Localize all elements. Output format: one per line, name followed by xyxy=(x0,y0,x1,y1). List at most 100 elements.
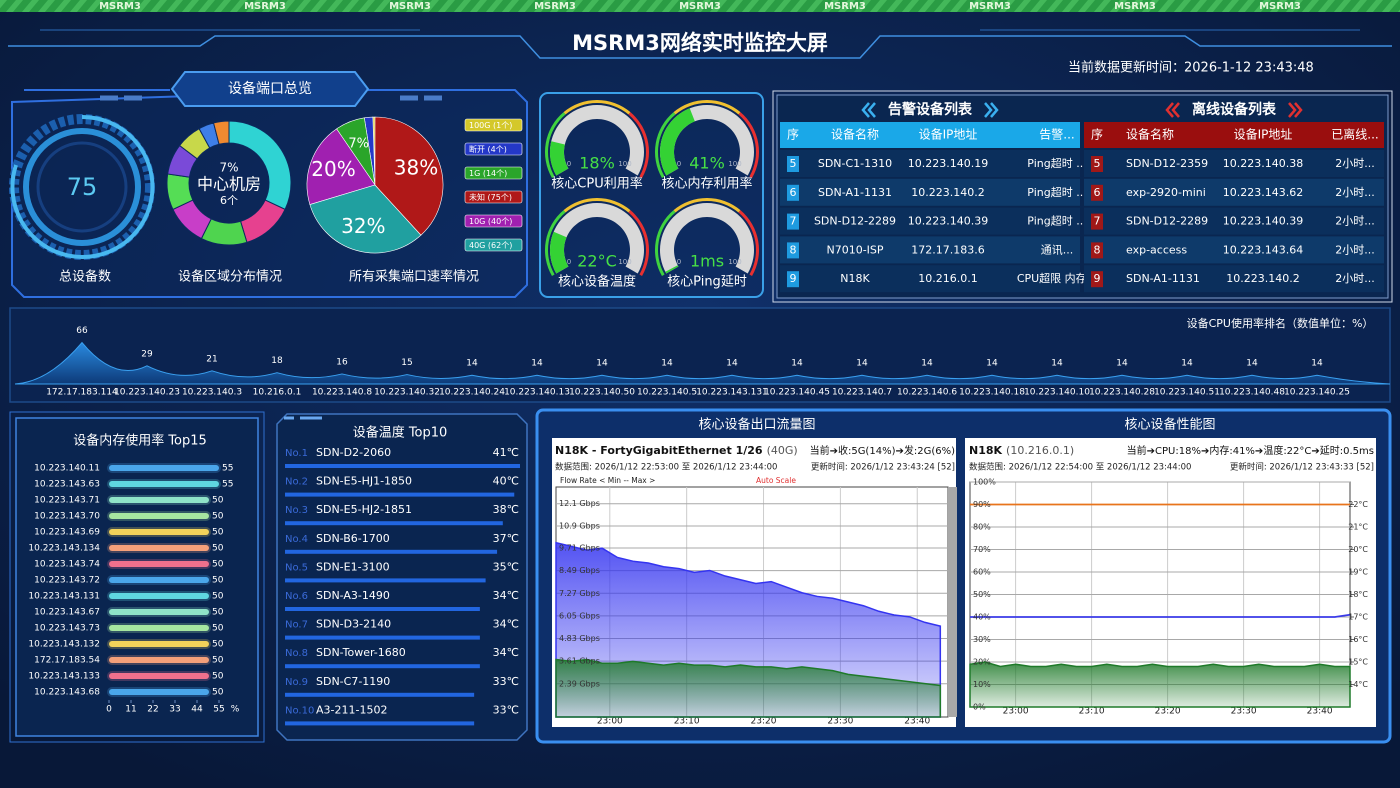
data-label: 14 xyxy=(596,359,608,369)
table-title: 离线设备列表 xyxy=(1192,101,1277,118)
data-label: 50 xyxy=(212,624,224,634)
y2-tick-label: 19°C xyxy=(1348,568,1368,577)
decor-ring xyxy=(23,128,141,246)
gauge-rim xyxy=(563,100,631,115)
update-time: 更新时间: 2026/1/12 23:43:33 [52] xyxy=(1230,462,1374,473)
data-label: 50 xyxy=(212,576,224,586)
rank: No.4 xyxy=(285,534,308,545)
data-label: 14 xyxy=(856,359,868,369)
data-label: 50 xyxy=(212,528,224,538)
device-name: SDN-E5-HJ2-1851 xyxy=(316,503,412,516)
row-badge xyxy=(1091,242,1103,259)
data-label: 50 xyxy=(212,672,224,682)
data-label: 50 xyxy=(212,608,224,618)
x-tick-label: 44 xyxy=(191,705,203,715)
bar xyxy=(285,549,498,554)
y-tick-label: 10.223.143.70 xyxy=(34,512,100,522)
y2-tick-label: 15°C xyxy=(1348,658,1368,667)
table-cell: SDN-D12-2289 xyxy=(1126,215,1208,228)
gauge-caption: 核心设备温度 xyxy=(558,274,636,290)
table-cell: SDN-A1-1131 xyxy=(818,186,892,199)
data-label: 50 xyxy=(212,656,224,666)
table-cell: 6 xyxy=(790,186,797,199)
data-range: 数据范围: 2026/1/12 22:54:00 至 2026/1/12 23:… xyxy=(969,462,1191,473)
bar xyxy=(109,545,209,551)
table-header: 已离线... xyxy=(1331,127,1378,142)
x-tick-label: 10.223.140.18 xyxy=(959,388,1025,398)
pie-slice xyxy=(306,128,376,205)
data-label: 29 xyxy=(141,349,153,359)
rank: No.9 xyxy=(285,677,308,688)
table-cell: 8 xyxy=(790,243,797,256)
legend-swatch xyxy=(464,190,523,204)
gauge-rim xyxy=(738,210,760,276)
device-note: (10.216.0.1) xyxy=(1006,444,1074,457)
bar xyxy=(285,521,503,526)
table-row-bg xyxy=(780,236,1080,264)
legend-note: Flow Rate < Min -- Max > xyxy=(560,476,655,485)
data-label: 66 xyxy=(76,326,88,336)
device-name: SDN-Tower-1680 xyxy=(316,646,406,659)
table-cell: 7 xyxy=(790,215,797,228)
row-badge xyxy=(1091,156,1103,172)
rank: No.6 xyxy=(285,591,308,602)
current-status: 当前➔CPU:18%➔内存:41%➔温度:22°C➔延时:0.5ms xyxy=(1127,444,1374,457)
bar xyxy=(285,578,486,583)
data-label: 35℃ xyxy=(493,560,519,573)
legend-swatch xyxy=(464,118,523,132)
bar xyxy=(109,593,209,599)
data-label: 55 xyxy=(222,464,233,474)
x-tick-label: 10.223.140.50 xyxy=(569,388,635,398)
axis-unit: % xyxy=(231,705,240,715)
panel-title: 设备内存使用率 Top15 xyxy=(73,433,207,449)
y-tick-label: 30% xyxy=(973,635,991,644)
rank: No.10 xyxy=(285,705,314,716)
y2-tick-label: 17°C xyxy=(1348,613,1368,622)
stripe-text: MSRM3 xyxy=(969,1,1011,12)
legend-label: 断开 (4个) xyxy=(469,144,507,154)
x-tick-label: 10.223.143.131 xyxy=(696,388,768,398)
gauge-value xyxy=(660,108,695,176)
table-cell: SDN-C1-1310 xyxy=(818,157,892,170)
y-tick-label: 60% xyxy=(973,568,991,577)
bar xyxy=(109,625,209,631)
table-header: 设备名称 xyxy=(831,127,879,142)
table-cell: 7 xyxy=(1094,215,1101,228)
y-tick-label: 2.39 Gbps xyxy=(559,679,600,688)
x-tick-label: 10.223.140.3 xyxy=(182,388,242,398)
panel-frame xyxy=(772,90,1393,303)
device-name: SDN-E1-3100 xyxy=(316,560,390,573)
device-name: SDN-B6-1700 xyxy=(316,532,390,545)
header-line xyxy=(8,35,1392,59)
y-tick-label: 6.05 Gbps xyxy=(559,611,600,620)
rank: No.2 xyxy=(285,477,308,488)
x-tick-label: 23:10 xyxy=(1079,707,1105,717)
data-label: 14 xyxy=(661,359,673,369)
gauge-scale: 0 xyxy=(567,160,571,168)
y-tick-label: 172.17.183.54 xyxy=(34,656,100,666)
row-badge xyxy=(1091,213,1103,230)
scroll-bar xyxy=(948,487,957,717)
legend-label: 10G (40个) xyxy=(469,217,512,226)
x-tick-label: 0 xyxy=(106,705,112,715)
legend-swatch xyxy=(464,214,523,228)
chevron xyxy=(990,102,999,118)
stripe-text: MSRM3 xyxy=(824,1,866,12)
data-label: 14 xyxy=(1051,359,1063,369)
table-cell: 8 xyxy=(1094,243,1101,256)
table-cell: 5 xyxy=(790,157,797,170)
row-badge xyxy=(787,213,799,230)
panel-frame xyxy=(9,307,1391,403)
chevron xyxy=(867,102,876,118)
stripe-text: MSRM3 xyxy=(389,1,431,12)
y-tick-label: 9.71 Gbps xyxy=(559,544,600,553)
table-cell: 10.223.140.39 xyxy=(1223,215,1303,228)
data-label: 50 xyxy=(212,560,224,570)
table-header: 告警... xyxy=(1039,127,1074,142)
x-tick-label: 10.223.140.32 xyxy=(374,388,440,398)
data-label: 14 xyxy=(726,359,738,369)
legend-label: 1G (14个) xyxy=(469,169,507,178)
bar xyxy=(109,465,219,471)
data-label: 50 xyxy=(212,544,224,554)
